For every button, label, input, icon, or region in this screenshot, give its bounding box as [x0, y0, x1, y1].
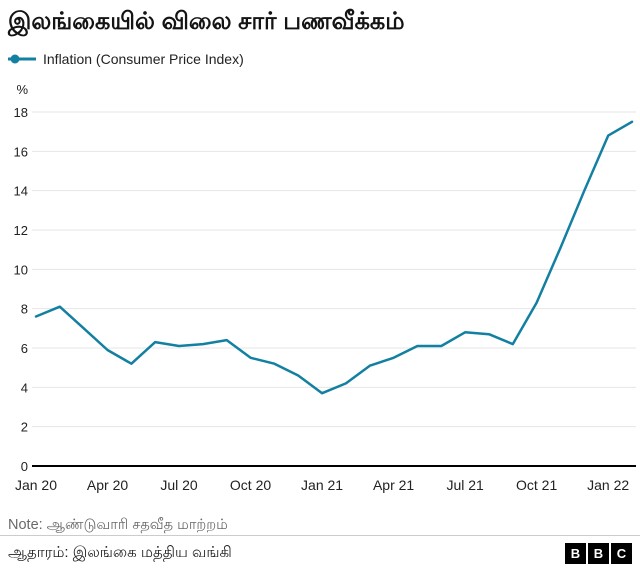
- svg-text:Jan 20: Jan 20: [15, 477, 57, 493]
- footer-bar: ஆதாரம்: இலங்கை மத்திய வங்கி B B C: [0, 535, 640, 572]
- svg-text:Jul 21: Jul 21: [446, 477, 484, 493]
- svg-text:6: 6: [21, 341, 28, 356]
- svg-text:16: 16: [14, 144, 28, 159]
- svg-text:8: 8: [21, 301, 28, 316]
- svg-text:Jan 21: Jan 21: [301, 477, 343, 493]
- legend-label: Inflation (Consumer Price Index): [43, 50, 244, 67]
- bbc-logo-block: B: [565, 543, 586, 564]
- chart-area: 0 2 4 6 8 10 12 14 16 18% Jan 20 Apr 20 Jul 20 Oct 20…: [0, 70, 640, 505]
- bbc-logo-block: B: [588, 543, 609, 564]
- legend: Inflation (Consumer Price Index): [8, 50, 640, 68]
- note-text: Note: ஆண்டுவாரி சதவீத மாற்றம்: [8, 516, 228, 533]
- source-text: ஆதாரம்: இலங்கை மத்திய வங்கி: [8, 544, 232, 561]
- svg-text:14: 14: [14, 183, 28, 198]
- inflation-line-chart: 0 2 4 6 8 10 12 14 16 18% Jan 20 Apr 20 Jul 20 Oct 20…: [14, 82, 636, 493]
- svg-text:Oct 21: Oct 21: [516, 477, 557, 493]
- page-title: இலங்கையில் விலை சார் பணவீக்கம்: [8, 8, 405, 35]
- svg-text:12: 12: [14, 223, 28, 238]
- svg-text:Apr 21: Apr 21: [373, 477, 414, 493]
- svg-text:2: 2: [21, 419, 28, 434]
- bbc-logo-block: C: [611, 543, 632, 564]
- svg-text:%: %: [16, 82, 28, 97]
- svg-text:10: 10: [14, 262, 28, 277]
- line-series-icon: [8, 54, 36, 64]
- svg-text:Jan 22: Jan 22: [587, 477, 629, 493]
- svg-text:18: 18: [14, 105, 28, 120]
- svg-text:Jul 20: Jul 20: [160, 477, 198, 493]
- svg-text:4: 4: [21, 380, 28, 395]
- svg-text:0: 0: [21, 459, 28, 474]
- bbc-logo: B B C: [565, 543, 632, 564]
- svg-text:Oct 20: Oct 20: [230, 477, 271, 493]
- svg-text:Apr 20: Apr 20: [87, 477, 128, 493]
